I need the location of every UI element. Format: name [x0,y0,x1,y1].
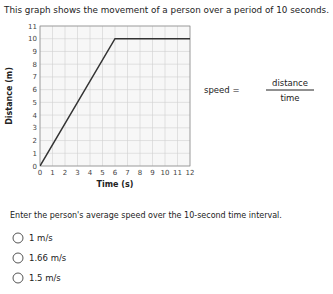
x-tick-label: 8 [138,169,142,177]
grid-line-y [40,51,190,52]
x-tick-label: 9 [150,169,154,177]
grid-line-y [40,115,190,116]
chart: This graph shows the movement of a perso… [0,0,333,294]
y-tick-label: 0 [33,163,37,171]
y-tick-label: 8 [33,61,37,69]
y-tick-label: 6 [33,86,38,94]
x-tick-label: 12 [186,169,195,177]
x-tick-label: 7 [125,169,129,177]
data-group [40,39,190,166]
plot-frame [40,26,190,166]
y-tick-label: 11 [28,23,37,31]
grid-line-x [115,26,116,166]
formula-numerator: distance [272,78,308,88]
x-tick-label: 1 [50,169,54,177]
grid-line-x [140,26,141,166]
y-tick-label: 9 [33,48,37,56]
radio-button[interactable] [13,273,23,283]
formula-denominator: time [280,93,299,103]
grid-line-y [40,153,190,154]
x-tick-label: 2 [63,169,67,177]
y-tick-label: 7 [33,73,37,81]
grid [40,26,190,166]
y-tick-label: 1 [33,150,37,158]
grid-line-x [165,26,166,166]
x-tick-label: 11 [173,169,182,177]
fraction-bar [266,90,314,91]
y-tick-label: 3 [33,124,37,132]
x-tick-label: 3 [75,169,79,177]
grid-line-x [77,26,78,166]
title: This graph shows the movement of a perso… [3,5,329,15]
grid-line-y [40,89,190,90]
grid-line-y [40,64,190,65]
y-axis-label: Distance (m) [5,67,14,125]
grid-line-x [152,26,153,166]
plot-area [40,26,190,166]
grid-line-x [65,26,66,166]
choice-label: 1 m/s [29,233,53,243]
prompt: Enter the person's average speed over th… [10,211,282,220]
grid-line-y [40,76,190,77]
y-tick-label: 4 [33,112,38,120]
y-tick-label: 2 [33,137,37,145]
y-tick-label: 5 [33,99,37,107]
grid-line-y [40,140,190,141]
grid-line-x [102,26,103,166]
formula-lhs: speed = [204,85,240,95]
choice-label: 1.5 m/s [29,273,61,283]
radio-button[interactable] [13,233,23,243]
x-tick-label: 0 [38,169,42,177]
x-tick-label: 6 [113,169,118,177]
line [40,39,190,166]
grid-line-x [90,26,91,166]
x-tick-label: 4 [88,169,93,177]
grid-line-x [177,26,178,166]
choice-label: 1.66 m/s [29,253,67,263]
grid-line-y [40,102,190,103]
x-axis-label: Time (s) [97,180,134,189]
grid-line-x [127,26,128,166]
y-tick-label: 10 [28,35,37,43]
x-tick-label: 10 [161,169,170,177]
x-tick-label: 5 [100,169,104,177]
radio-button[interactable] [13,253,23,263]
